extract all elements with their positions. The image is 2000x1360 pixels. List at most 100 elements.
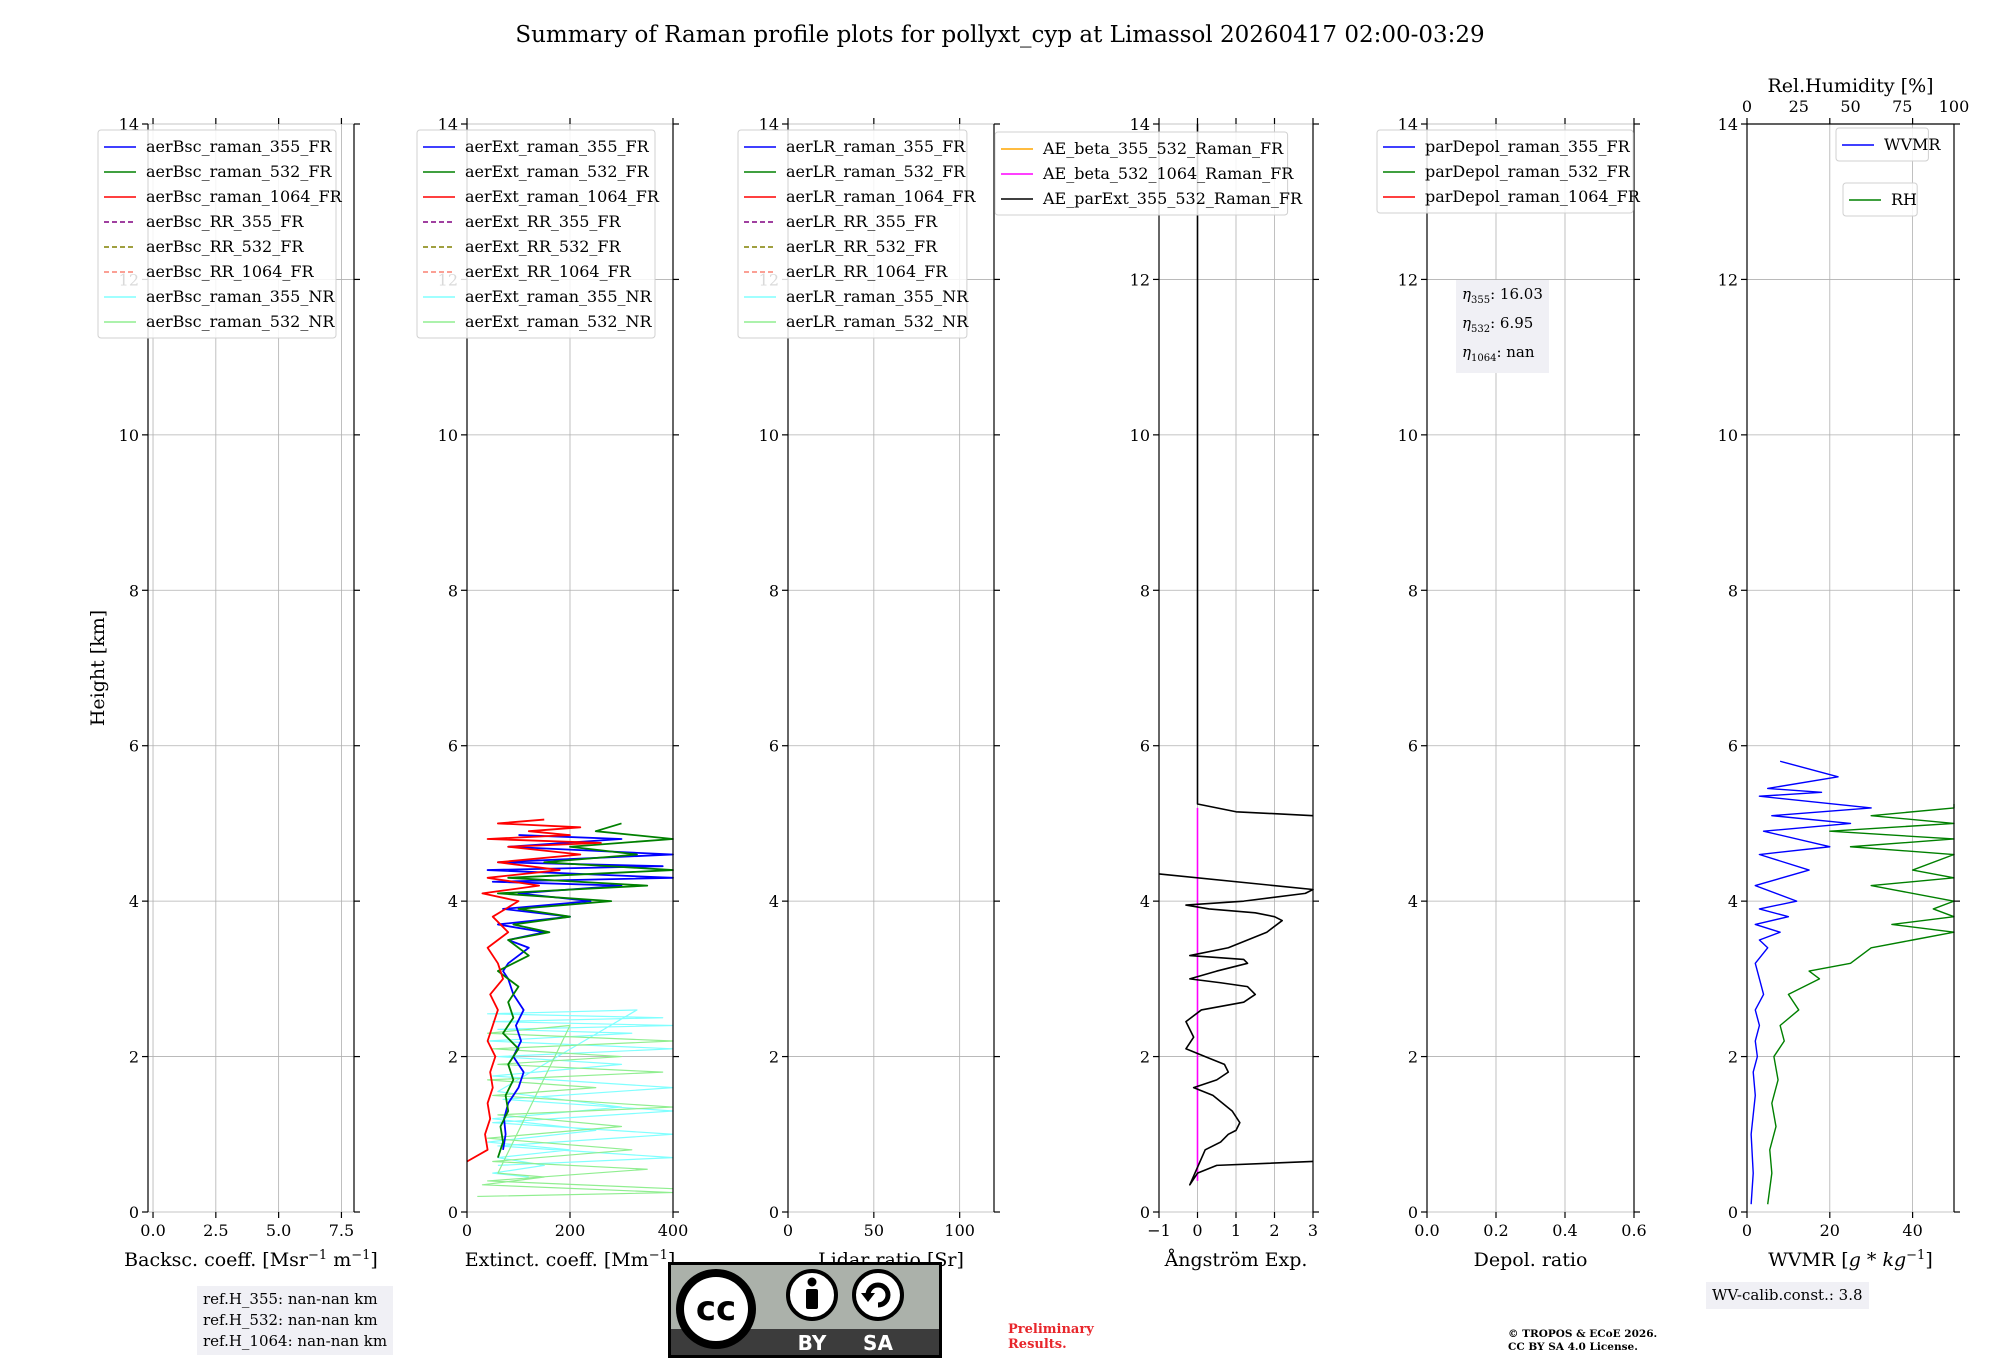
legend: parDepol_raman_355_FR parDepol_raman_532_… (1376, 129, 1641, 214)
y-tick-label: 0 (1140, 1203, 1150, 1222)
y-tick-label: 6 (129, 737, 139, 756)
x-tick-label: 0.0 (1414, 1221, 1439, 1240)
ref-h-532: ref.H_532: nan-nan km (203, 1311, 378, 1329)
y-tick-label: 14 (1398, 115, 1418, 134)
legend: AE_beta_355_532_Raman_FR AE_beta_532_1064… (994, 131, 1303, 216)
top-tick-label: 75 (1892, 97, 1912, 116)
series-aerExt_raman_532_FR (496, 822, 674, 1158)
ref-h-355: ref.H_355: nan-nan km (203, 1290, 378, 1308)
x-axis-label: Depol. ratio (1474, 1249, 1588, 1271)
legend: aerLR_raman_355_FR aerLR_raman_532_FR aerL… (737, 129, 976, 339)
legend-frame (994, 131, 1289, 216)
y-tick-label: 4 (129, 892, 139, 911)
y-tick-label: 8 (1408, 581, 1418, 600)
preliminary-note: Preliminary Results. (1008, 1322, 1094, 1352)
panel-depol: 0 2 4 6 8 10 12 14 0.0 0.2 0.4 0.6 Depol. ratio parDe… (1376, 115, 1647, 1271)
legend-entry: AE_beta_532_1064_Raman_FR (1042, 164, 1294, 183)
copyright-note: © TROPOS & ECoE 2026. CC BY SA 4.0 Licen… (1508, 1328, 1658, 1353)
by-person-body (806, 1289, 818, 1309)
panel-extinction: 024681012140200400Extinct. coeff. [Mm−1]… (416, 115, 688, 1271)
sa-label: SA (863, 1331, 893, 1355)
cc-inner-circle (684, 1277, 748, 1341)
legend-frame (416, 129, 656, 339)
legend-entry: aerLR_raman_355_NR (786, 287, 969, 306)
legend-entry: aerBsc_raman_532_FR (146, 162, 332, 181)
y-tick-label: 14 (759, 115, 779, 134)
x-label-part: Depol. ratio (1474, 1249, 1588, 1271)
top-axis-label: Rel.Humidity [%] (1767, 75, 1933, 97)
series-aerExt_raman_355_NR (487, 1009, 674, 1178)
legend-entry: aerLR_raman_532_NR (786, 312, 969, 331)
y-tick-label: 2 (1140, 1048, 1150, 1067)
y-tick-label: 6 (448, 737, 458, 756)
legend-entry: parDepol_raman_1064_FR (1425, 187, 1641, 206)
x-tick-label: −1 (1147, 1221, 1171, 1240)
legend: aerExt_raman_355_FR aerExt_raman_532_FRae… (416, 129, 660, 339)
legend-frame (1376, 129, 1634, 214)
y-tick-label: 4 (1728, 892, 1738, 911)
x-tick-label: 7.5 (329, 1221, 354, 1240)
cc-by-sa-badge: cc BY SA (668, 1262, 942, 1358)
x-tick-label: 20 (1820, 1221, 1840, 1240)
legend-frame (737, 129, 968, 339)
legend-entry: aerBsc_raman_1064_FR (146, 187, 343, 206)
cc-logo-text: cc (696, 1289, 736, 1329)
x-label-part: −1 (351, 1248, 370, 1263)
legend-entry: aerExt_RR_532_FR (465, 237, 622, 256)
legend-entry: aerBsc_raman_355_FR (146, 137, 332, 156)
panel-lidar_ratio: 02468101214050100Lidar ratio [Sr]aerLR_r… (737, 115, 1000, 1271)
y-tick-label: 6 (1140, 737, 1150, 756)
y-tick-label: 0 (129, 1203, 139, 1222)
legend-entry: AE_beta_355_532_Raman_FR (1042, 139, 1284, 158)
x-tick-label: 200 (555, 1221, 586, 1240)
y-tick-label: 10 (1130, 426, 1150, 445)
y-tick-label: 2 (1728, 1048, 1738, 1067)
x-tick-label: 0.4 (1552, 1221, 1577, 1240)
sa-arrow-head (861, 1293, 875, 1302)
x-axis-label: WVMR [g * kg−1] (1768, 1248, 1932, 1271)
legend-entry: parDepol_raman_355_FR (1425, 137, 1631, 156)
legend-entry: aerExt_raman_1064_FR (465, 187, 660, 206)
y-tick-label: 6 (1728, 737, 1738, 756)
x-tick-label: 2 (1269, 1221, 1279, 1240)
y-tick-label: 8 (448, 581, 458, 600)
legend-entry: aerBsc_RR_355_FR (146, 212, 304, 231)
x-tick-label: 0.0 (140, 1221, 165, 1240)
legend-frame (1835, 127, 1929, 162)
legend-entry: aerLR_raman_355_FR (786, 137, 966, 156)
x-label-part: ] (668, 1249, 675, 1271)
x-label-part: −1 (649, 1248, 668, 1263)
legend-entry: aerBsc_raman_355_NR (146, 287, 335, 306)
by-label: BY (798, 1331, 827, 1355)
x-tick-label: 0.2 (1483, 1221, 1508, 1240)
y-tick-label: 4 (448, 892, 458, 911)
legend-entry: aerExt_raman_355_FR (465, 137, 650, 156)
y-tick-label: 8 (1728, 581, 1738, 600)
series-aerExt_raman_532_NR (477, 1024, 674, 1198)
by-person-head (807, 1277, 817, 1287)
x-tick-label: 0 (1192, 1221, 1202, 1240)
legend-entry: aerBsc_RR_532_FR (146, 237, 304, 256)
y-tick-label: 2 (129, 1048, 139, 1067)
legend-entry: RH (1891, 190, 1917, 209)
x-label-part: −1 (308, 1248, 327, 1263)
x-tick-label: 0 (783, 1221, 793, 1240)
y-tick-label: 4 (1408, 892, 1418, 911)
series-RH (1767, 804, 1955, 1205)
series-AE_parExt_upper (1196, 124, 1314, 817)
y-tick-label: 4 (1140, 892, 1150, 911)
y-tick-label: 6 (1408, 737, 1418, 756)
figure-title: Summary of Raman profile plots for polly… (515, 22, 1485, 48)
top-tick-label: 50 (1840, 97, 1860, 116)
y-tick-label: 14 (438, 115, 458, 134)
series-WVMR (1750, 760, 1872, 1205)
legend-entry: aerExt_raman_532_NR (465, 312, 653, 331)
y-axis-label: Height [km] (87, 610, 109, 726)
legend-entry: AE_parExt_355_532_Raman_FR (1042, 189, 1303, 208)
legend-entry: parDepol_raman_532_FR (1425, 162, 1631, 181)
x-axis-label: Ångström Exp. (1164, 1249, 1308, 1271)
y-tick-label: 8 (769, 581, 779, 600)
